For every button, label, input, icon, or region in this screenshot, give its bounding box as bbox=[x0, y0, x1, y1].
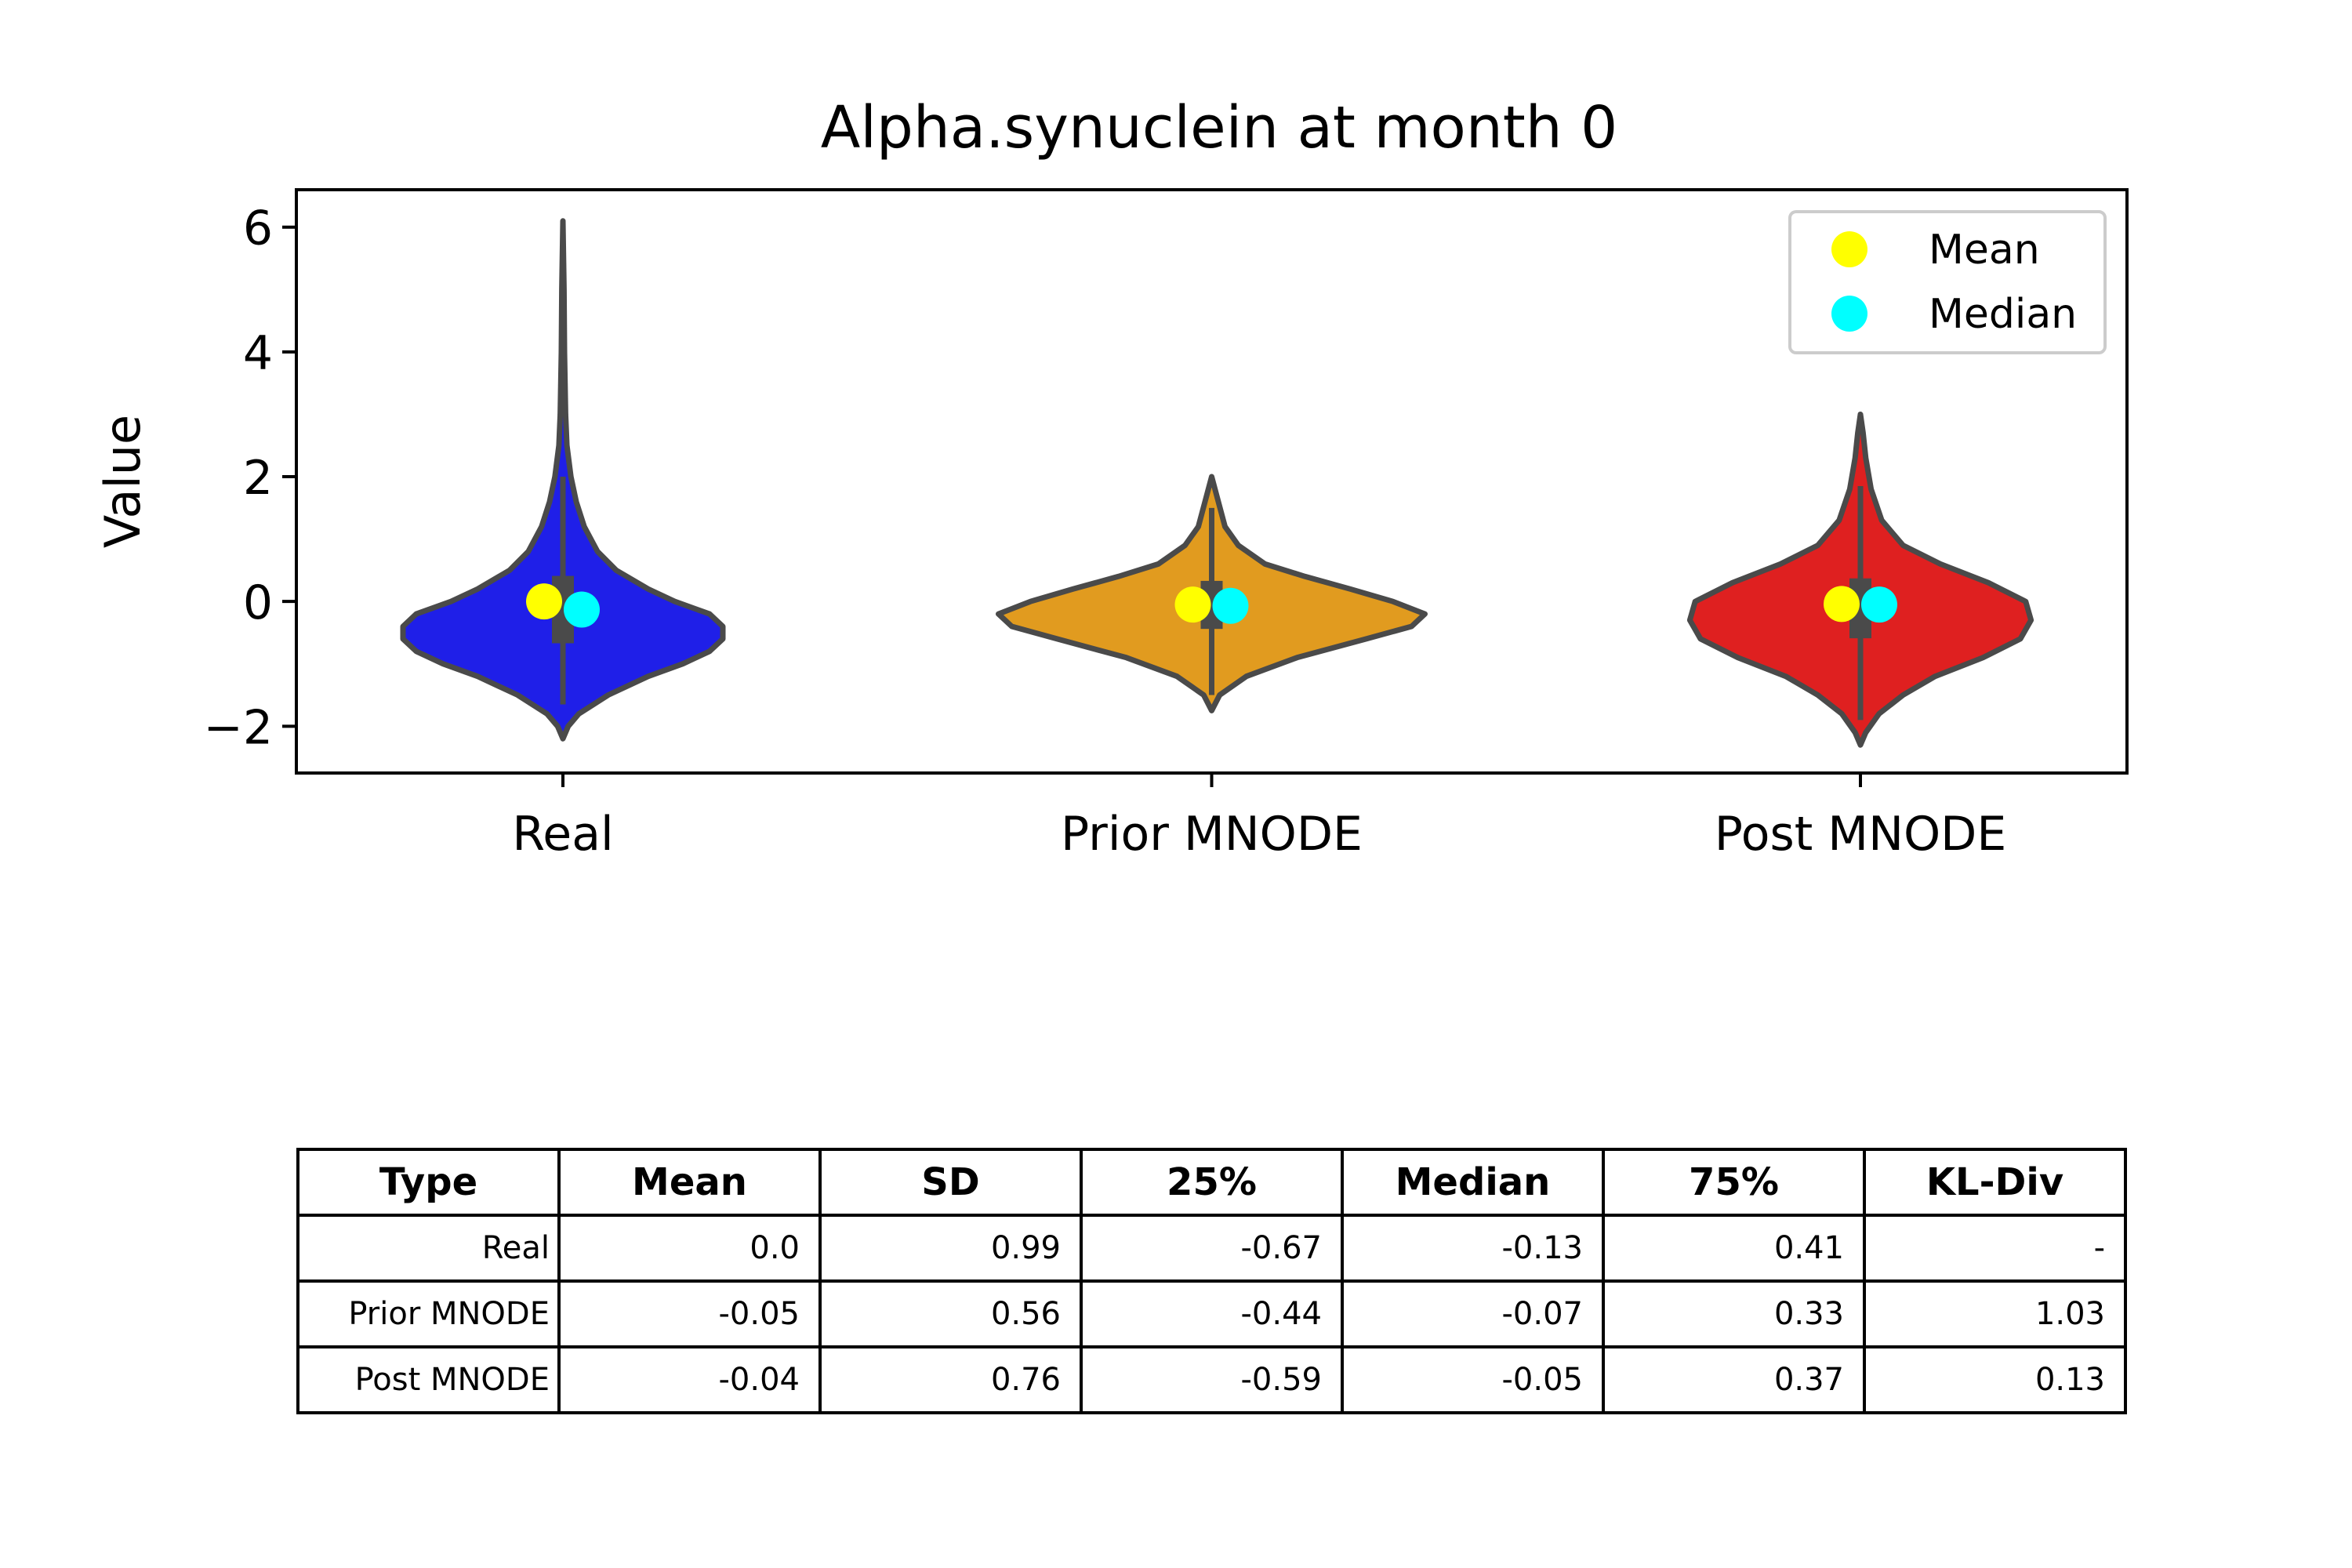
y-tick-label: 0 bbox=[243, 575, 273, 630]
table-cell: -0.05 bbox=[557, 1279, 822, 1348]
legend-marker-mean bbox=[1831, 231, 1867, 267]
table-cell: 0.37 bbox=[1602, 1345, 1866, 1414]
x-tick-label: Post MNODE bbox=[1715, 807, 2007, 862]
table-cell: 0.56 bbox=[818, 1279, 1083, 1348]
table-row: Real 0.0 0.99 -0.67 -0.13 0.41- bbox=[296, 1214, 2127, 1283]
table-header-cell: SD bbox=[818, 1148, 1083, 1217]
table-cell: -0.07 bbox=[1341, 1279, 1605, 1348]
table-row: Prior MNODE -0.05 0.56 -0.44 -0.07 0.33 1.03 bbox=[296, 1279, 2127, 1348]
legend-label-median: Median bbox=[1929, 291, 2077, 338]
table-header-cell: Median bbox=[1341, 1148, 1605, 1217]
legend-box bbox=[1788, 210, 2107, 354]
mean-marker-prior-mnode bbox=[1174, 586, 1211, 623]
table-type-cell: Real bbox=[296, 1214, 561, 1283]
table-cell: 0.13 bbox=[1863, 1345, 2127, 1414]
median-marker-post-mnode bbox=[1861, 586, 1897, 623]
table-cell: -0.05 bbox=[1341, 1345, 1605, 1414]
median-marker-real bbox=[564, 591, 600, 628]
y-tick-label: 4 bbox=[243, 326, 273, 381]
legend-label-mean: Mean bbox=[1929, 227, 2040, 274]
y-axis-label: Value bbox=[94, 415, 151, 548]
chart-title: Alpha.synuclein at month 0 bbox=[821, 94, 1618, 162]
legend-marker-median bbox=[1831, 296, 1867, 332]
table-cell: 0.76 bbox=[818, 1345, 1083, 1414]
table-header-cell: Type bbox=[296, 1148, 561, 1217]
table-cell: -0.44 bbox=[1080, 1279, 1344, 1348]
table-cell: 0.0 bbox=[557, 1214, 822, 1283]
table-cell: -0.59 bbox=[1080, 1345, 1344, 1414]
table-cell: 0.41 bbox=[1602, 1214, 1866, 1283]
table-cell: -0.67 bbox=[1080, 1214, 1344, 1283]
table-header-row: Type Mean SD 25% Median 75% KL-Div bbox=[296, 1148, 2127, 1217]
mean-marker-post-mnode bbox=[1824, 586, 1860, 622]
table-type-cell: Prior MNODE bbox=[296, 1279, 561, 1348]
mean-marker-real bbox=[526, 583, 562, 620]
table-header-cell: 25% bbox=[1080, 1148, 1344, 1217]
legend: Mean Median bbox=[1788, 210, 2107, 354]
table-type-cell: Post MNODE bbox=[296, 1345, 561, 1414]
y-tick-label: −2 bbox=[204, 700, 273, 755]
x-tick-label: Real bbox=[512, 807, 613, 862]
table-cell: -0.04 bbox=[557, 1345, 822, 1414]
table-cell: -0.13 bbox=[1341, 1214, 1605, 1283]
table-cell: 0.33 bbox=[1602, 1279, 1866, 1348]
stats-table: Type Mean SD 25% Median 75% KL-Div Real 0.0 0.99… bbox=[296, 1148, 2127, 1414]
y-tick-label: 6 bbox=[243, 201, 273, 256]
table-row: Post MNODE -0.04 0.76 -0.59 -0.05 0.37 0.13 bbox=[296, 1345, 2127, 1414]
table-header-cell: Mean bbox=[557, 1148, 822, 1217]
table-header-cell: KL-Div bbox=[1863, 1148, 2127, 1217]
x-tick-label: Prior MNODE bbox=[1061, 807, 1363, 862]
y-tick-label: 2 bbox=[243, 451, 273, 506]
median-marker-prior-mnode bbox=[1212, 587, 1249, 624]
table-cell: 0.99 bbox=[818, 1214, 1083, 1283]
table-header-cell: 75% bbox=[1602, 1148, 1866, 1217]
table-cell: - bbox=[1863, 1214, 2127, 1283]
table-cell: 1.03 bbox=[1863, 1279, 2127, 1348]
